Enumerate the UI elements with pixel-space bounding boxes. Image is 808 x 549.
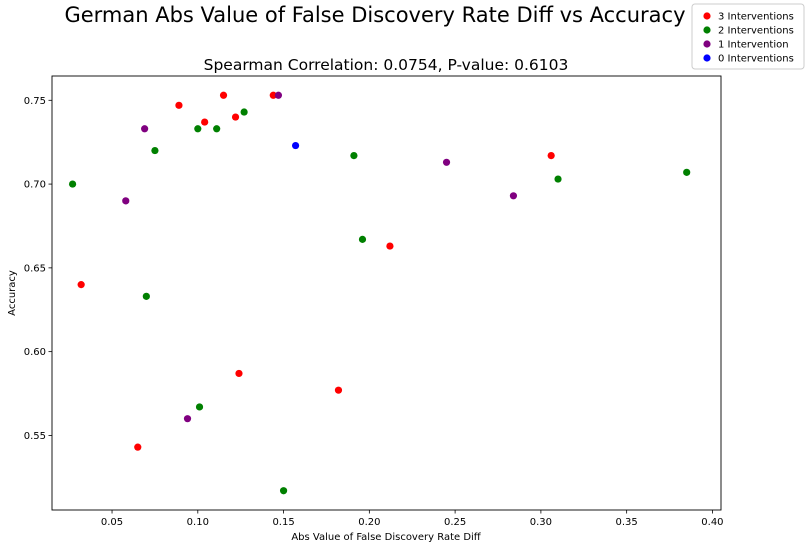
data-point [213,125,221,133]
data-point [134,443,142,451]
chart-subtitle: Spearman Correlation: 0.0754, P-value: 0… [204,56,569,74]
y-tick-label: 0.70 [24,180,46,191]
legend-marker [703,54,711,62]
data-point [274,91,283,99]
data-point [358,235,367,243]
x-tick-label: 0.30 [530,517,552,528]
x-axis: 0.05 0.10 0.15 0.20 0.25 0.30 0.35 0.40 [101,510,724,528]
data-point [201,118,209,126]
data-point [194,125,202,133]
data-point [122,197,130,205]
legend-label: 2 Interventions [718,26,794,37]
legend-box [691,3,805,70]
y-tick-label: 0.55 [24,431,46,442]
data-point [386,242,394,250]
data-point [175,101,183,109]
data-point [240,108,248,116]
data-point [195,403,204,411]
legend-label: 0 Interventions [718,54,794,65]
x-axis-label: Abs Value of False Discovery Rate Diff [291,532,481,543]
data-point [77,281,85,289]
x-tick-label: 0.05 [101,517,123,528]
x-tick-label: 0.10 [187,517,209,528]
x-tick-label: 0.20 [358,517,380,528]
x-tick-label: 0.25 [444,517,466,528]
data-point [68,180,77,188]
x-tick-label: 0.15 [272,517,294,528]
data-point [142,292,150,300]
plot-frame [51,75,722,511]
x-tick-label: 0.35 [616,517,638,528]
data-point [279,487,288,495]
legend: 3 Interventions 2 Interventions 1 Interven… [691,3,805,70]
data-point [183,415,192,423]
data-point [554,175,562,183]
data-point [269,91,277,99]
y-axis-label: Accuracy [7,270,18,316]
data-point [547,151,555,160]
data-point [151,146,159,155]
data-point [219,91,228,99]
data-point [442,158,451,166]
legend-label: 1 Intervention [718,40,789,51]
x-tick-label: 0.40 [701,517,723,528]
chart-title: German Abs Value of False Discovery Rate… [64,3,685,27]
y-tick-label: 0.60 [24,347,46,358]
legend-marker [703,26,711,34]
data-point [350,151,358,160]
y-tick-label: 0.75 [24,96,46,107]
data-point [235,369,243,378]
y-axis: 0.55 0.60 0.65 0.70 0.75 [24,96,52,442]
data-point [334,386,343,394]
legend-label: 3 Interventions [718,12,794,23]
data-point [141,125,149,133]
legend-marker [703,40,711,48]
data-point [231,113,240,121]
data-point [291,141,300,150]
data-point [683,168,691,176]
legend-marker [703,12,711,20]
data-point [509,192,518,200]
points-layer [68,91,691,495]
y-tick-label: 0.65 [24,263,46,274]
